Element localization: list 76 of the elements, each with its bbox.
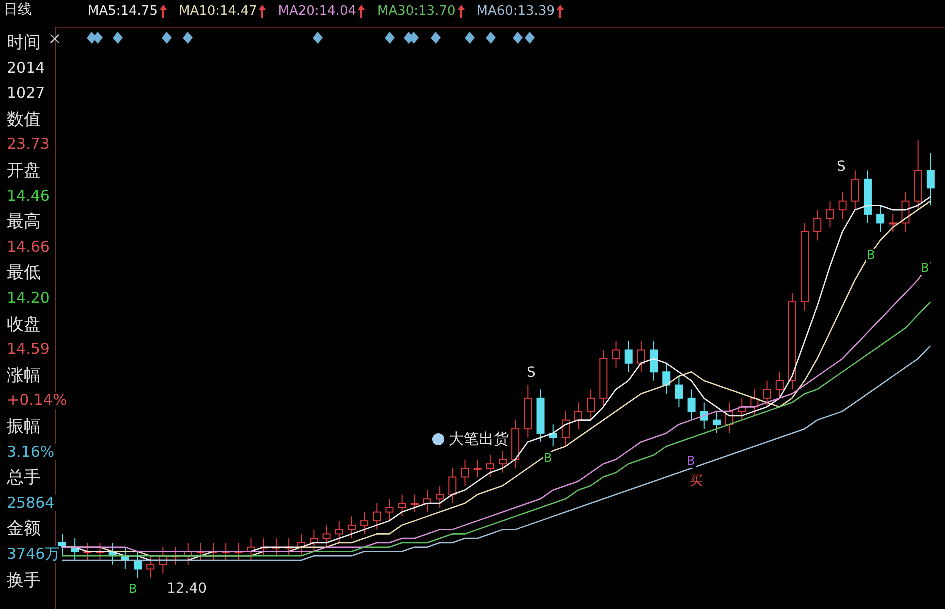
text: 数值 [6,110,42,130]
candlestick [499,450,507,474]
candlestick [587,389,596,421]
annotation: B [543,451,554,466]
text: 1027 [6,84,46,102]
text: 12.40 [166,581,208,598]
text: 日线 [3,2,33,18]
text: 换手 [6,570,42,591]
candlestick [838,192,847,220]
candlestick [675,376,684,408]
candlestick [851,170,860,211]
text: 14.59 [6,340,51,358]
text: 23.73 [6,135,51,154]
annotation: 买 [689,474,704,490]
annotation: S [836,159,847,176]
candlestick [562,411,570,448]
annotation: 大笔出货 [448,430,510,448]
text: 3.16% [6,442,56,461]
text: MA10:14.47 [178,4,258,19]
text: MA5:14.75 [88,4,159,19]
text: 总手 [6,468,42,488]
text: MA30:13.70 [377,4,457,19]
text: 涨幅 [6,366,42,386]
text: 开盘 [6,161,42,181]
candlestick [486,454,494,478]
candlestick [814,210,822,242]
text: 金额 [6,519,42,540]
candlestick [763,380,772,408]
text: MA60:13.39 [476,4,556,19]
candlestick [624,340,633,373]
candlestick [662,362,671,395]
candlestick [776,372,784,399]
annotation: B [920,261,930,276]
candlestick [322,524,331,548]
annotation: B [686,454,696,468]
text: 14.46 [6,186,51,205]
annotation: +0.14% [6,391,68,410]
candlestick [348,516,356,540]
candlestick [712,411,721,434]
candlestick [688,389,696,421]
candlestick [650,340,658,382]
candlestick [826,200,834,228]
candlestick [448,468,457,504]
candlestick [373,503,382,530]
candlestick [423,490,432,513]
candlestick [335,520,344,544]
candlestick [549,424,558,448]
candlestick [574,402,583,430]
candlestick [310,529,318,552]
candlestick [889,214,898,232]
candlestick [398,494,406,518]
candlestick [386,498,394,522]
candlestick [637,340,646,373]
candlestick [461,459,470,487]
candlestick [146,556,155,578]
text: 时间 [6,33,42,53]
candlestick [926,152,935,206]
text: 振幅 [6,417,42,437]
annotation: 3746万 [6,545,62,563]
text: 最高 [6,212,42,232]
annotation: S [526,365,537,382]
text: 收盘 [6,314,42,335]
text: 最低 [6,263,42,284]
candlestick [436,486,444,508]
candlestick [410,494,419,513]
text: 2014 [6,58,46,77]
candlestick [612,340,620,368]
annotation: B [866,248,876,262]
text: B [128,582,138,596]
candlestick [474,459,482,478]
text: MA20:14.04 [278,4,358,19]
text: 14.20 [6,289,51,307]
text: 14.66 [6,238,51,256]
candlestick [876,205,885,232]
candlestick [360,512,369,535]
text: 25864 [6,494,56,512]
